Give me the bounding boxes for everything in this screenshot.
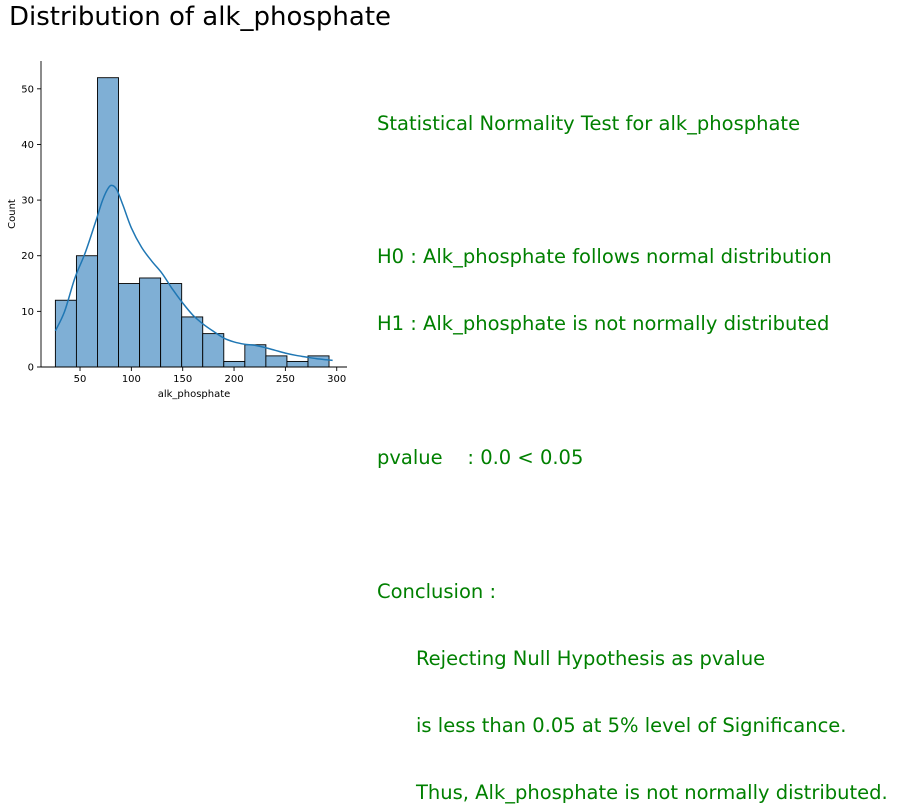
- y-tick-label: 30: [21, 196, 34, 207]
- test-title: Statistical Normality Test for alk_phosp…: [377, 111, 801, 135]
- pvalue-line: pvalue : 0.0 < 0.05: [377, 446, 584, 470]
- histogram-bar-8: [202, 333, 225, 368]
- histogram-bar-1: [54, 299, 77, 368]
- histogram-bar-7: [181, 316, 204, 368]
- y-tick-label: 10: [21, 307, 34, 318]
- y-axis-label: Count: [7, 199, 18, 229]
- histogram-bar-2: [75, 255, 98, 368]
- conclusion-line-1: Rejecting Null Hypothesis as pvalue: [416, 646, 766, 670]
- conclusion-line-3: Thus, Alk_phosphate is not normally dist…: [416, 780, 888, 804]
- y-axis-ticks: 0 10 20 30 40 50: [21, 84, 41, 374]
- x-tick-label: 150: [173, 374, 192, 385]
- null-hypothesis: H0 : Alk_phosphate follows normal distri…: [377, 245, 832, 269]
- y-tick-label: 0: [28, 363, 34, 374]
- histogram-bars: [54, 77, 330, 368]
- spacer: [377, 179, 888, 201]
- normality-test-panel: Statistical Normality Test for alk_phosp…: [377, 68, 888, 812]
- y-tick-label: 20: [21, 251, 34, 262]
- x-tick-label: 50: [74, 374, 87, 385]
- histogram-bar-4: [118, 283, 141, 368]
- conclusion-line-2: is less than 0.05 at 5% level of Signifi…: [416, 713, 847, 737]
- x-axis-label: alk_phosphate: [158, 389, 231, 400]
- histogram-chart: 50 100 150 200 250 300 0 10 20 30 40 50 alk_phosph…: [7, 61, 347, 400]
- x-axis-ticks: 50 100 150 200 250 300: [74, 367, 346, 385]
- x-tick-label: 300: [327, 374, 346, 385]
- histogram-bar-5: [139, 277, 162, 368]
- histogram-bar-9: [223, 360, 246, 368]
- spacer: [377, 380, 888, 402]
- histogram-bar-6: [160, 283, 183, 368]
- histogram-bar-12: [286, 360, 309, 368]
- alternative-hypothesis: H1 : Alk_phosphate is not normally distr…: [377, 312, 830, 336]
- histogram-bar-3: [97, 77, 119, 368]
- spacer: [377, 514, 888, 536]
- histogram-bar-11: [265, 355, 288, 368]
- y-tick-label: 40: [21, 140, 34, 151]
- x-tick-label: 200: [225, 374, 244, 385]
- conclusion-label: Conclusion :: [377, 579, 497, 603]
- x-tick-label: 250: [276, 374, 295, 385]
- figure-title: Distribution of alk_phosphate: [9, 2, 392, 32]
- x-tick-label: 100: [122, 374, 141, 385]
- y-tick-label: 50: [21, 84, 34, 95]
- histogram-bar-10: [244, 344, 267, 368]
- kde-curve: [54, 184, 333, 362]
